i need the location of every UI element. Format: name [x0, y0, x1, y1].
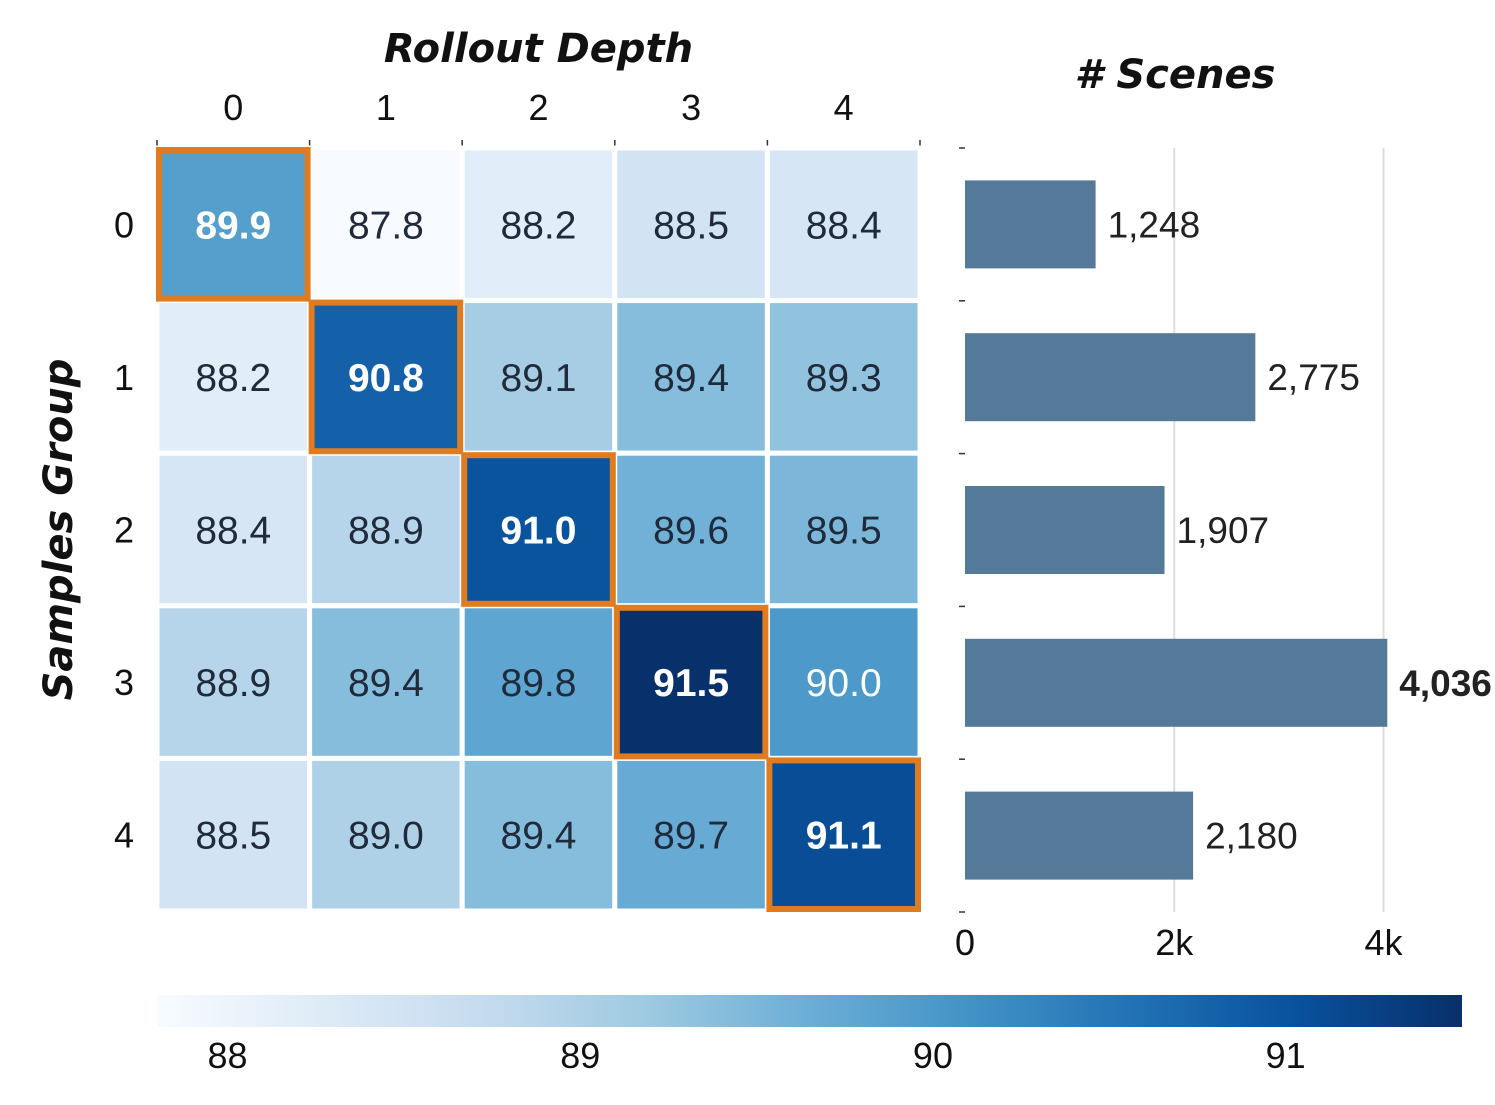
- heatmap-cell-label: 88.4: [195, 510, 271, 553]
- heatmap-cell-label: 88.9: [348, 510, 424, 553]
- heatmap-cell: [764, 450, 923, 609]
- x-tick-label: 2: [528, 87, 548, 128]
- heatmap-cell: [764, 145, 923, 304]
- x-tick-label: 2k: [1155, 922, 1194, 963]
- heatmap-cell-label: 91.1: [806, 815, 882, 858]
- heatmap-cell-label: 88.5: [195, 815, 271, 858]
- heatmap-cell: [459, 755, 618, 914]
- heatmap-cell: [154, 298, 313, 456]
- heatmap-cell: [764, 298, 923, 456]
- colorbar-tick-label: 90: [913, 1035, 953, 1076]
- scene-bar: [965, 486, 1165, 574]
- heatmap-cell-label: 89.7: [653, 815, 729, 858]
- heatmap-cell: [764, 603, 923, 761]
- heatmap-cell-label: 89.3: [806, 357, 882, 400]
- heatmap-cell-label: 88.2: [501, 204, 577, 247]
- heatmap-cell-label: 91.0: [501, 510, 577, 553]
- heatmap-cell-label: 90.0: [806, 662, 882, 705]
- heatmap-cell: [612, 450, 770, 609]
- heatmap-cell-label: 88.9: [195, 662, 271, 705]
- scene-bar: [965, 638, 1388, 727]
- heatmap-cell-label: 89.1: [501, 357, 577, 400]
- x-tick-label: 1: [376, 87, 396, 128]
- heatmap-cell-label: 91.5: [653, 662, 729, 705]
- heatmap-cell-label: 89.9: [195, 204, 271, 247]
- heatmap-cell-label: 88.5: [653, 204, 729, 247]
- y-tick-label: 3: [114, 662, 134, 703]
- bar-value-label: 1,248: [1108, 204, 1201, 245]
- y-tick-label: 1: [114, 357, 134, 398]
- colorbar: 88 89 90 91: [157, 995, 1462, 1076]
- colorbar-gradient: [157, 995, 1462, 1027]
- heatmap-cell-label: 89.4: [653, 357, 729, 400]
- colorbar-tick-label: 91: [1266, 1035, 1306, 1076]
- scene-bar: [965, 333, 1256, 422]
- heatmap-cell-label: 89.0: [348, 815, 424, 858]
- y-tick-label: 2: [114, 510, 134, 551]
- bar-chart-title: # Scenes: [1075, 52, 1276, 98]
- x-tick-label: 3: [681, 87, 701, 128]
- heatmap-cell-label: 90.8: [348, 357, 424, 400]
- heatmap-cell-label: 89.5: [806, 510, 882, 553]
- colorbar-tick-label: 89: [560, 1035, 600, 1076]
- y-tick-label: 0: [114, 204, 134, 245]
- heatmap-cell-label: 89.8: [501, 662, 577, 705]
- bar-value-label: 4,036: [1399, 663, 1492, 704]
- heatmap-cell-label: 87.8: [348, 204, 424, 247]
- x-axis-title: Rollout Depth: [384, 26, 693, 72]
- heatmap-cell-label: 88.4: [806, 204, 882, 247]
- y-axis-title: Samples Group: [36, 359, 82, 701]
- heatmap-cell-label: 89.4: [348, 662, 424, 705]
- heatmap: Rollout Depth Samples Group 0 1 2 3 4 0 1 2 3 4 89.9…: [36, 26, 923, 914]
- heatmap-cell: [307, 298, 465, 456]
- diagonal-highlight-box: [156, 147, 311, 302]
- heatmap-cell-label: 89.4: [501, 815, 577, 858]
- y-tick-label: 4: [114, 815, 134, 856]
- x-tick-label: 4k: [1365, 922, 1404, 963]
- heatmap-cell: [459, 298, 618, 456]
- scene-bar: [965, 791, 1194, 880]
- diagonal-highlight-box: [461, 452, 616, 607]
- x-tick-label: 0: [955, 922, 975, 963]
- diagonal-highlight-box: [308, 299, 464, 455]
- bar-value-label: 2,180: [1205, 816, 1298, 857]
- x-tick-label: 0: [223, 87, 243, 128]
- scene-bar: [965, 180, 1096, 269]
- colorbar-tick-label: 88: [208, 1035, 248, 1076]
- bar-value-label: 2,775: [1267, 357, 1360, 398]
- diagonal-highlight-box: [766, 757, 922, 913]
- heatmap-cell-label: 88.2: [195, 357, 271, 400]
- scenes-bar-chart: # Scenes 0 2k 4k 1,248 2,775 1,907 4,036 2,180: [955, 52, 1492, 963]
- x-tick-label: 4: [834, 87, 854, 128]
- bar-value-label: 1,907: [1177, 510, 1270, 551]
- diagonal-highlights: [156, 147, 922, 913]
- heatmap-cell-label: 89.6: [653, 510, 729, 553]
- heatmap-cell: [307, 603, 465, 761]
- diagonal-highlight-box: [613, 604, 769, 760]
